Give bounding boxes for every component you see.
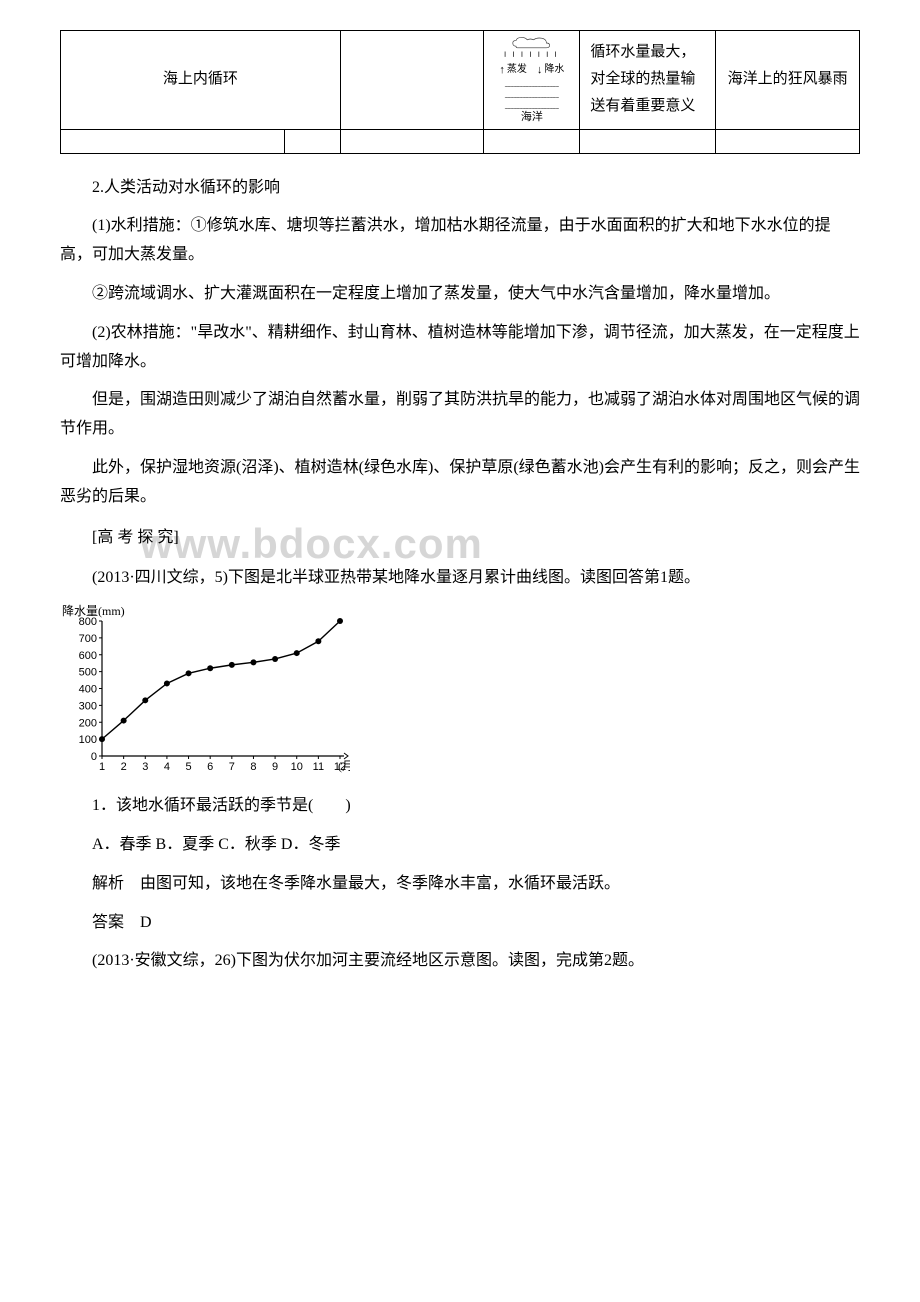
svg-text:1: 1 xyxy=(99,761,105,773)
exam-section-label: [高 考 探 究] xyxy=(60,524,860,553)
svg-text:11: 11 xyxy=(313,761,324,773)
svg-text:100: 100 xyxy=(79,734,97,746)
svg-text:200: 200 xyxy=(79,717,97,729)
svg-text:(月): (月) xyxy=(338,759,350,773)
ocean-waves-icon: ﹏﹏﹏﹏﹏﹏﹏﹏﹏﹏﹏﹏﹏﹏﹏﹏﹏﹏ xyxy=(505,78,559,110)
svg-text:8: 8 xyxy=(250,761,256,773)
example-text: 海洋上的狂风暴雨 xyxy=(728,71,848,87)
empty-cell xyxy=(61,129,285,153)
question-1-answer: 答案 D xyxy=(60,909,860,938)
svg-text:5: 5 xyxy=(185,761,191,773)
svg-text:10: 10 xyxy=(291,761,303,773)
svg-text:2: 2 xyxy=(121,761,127,773)
ocean-cycle-diagram: ╵╵╵╵╵╵╵ 蒸发 降水 ﹏﹏﹏﹏﹏﹏﹏﹏﹏﹏﹏﹏﹏﹏﹏﹏﹏﹏ 海洋 xyxy=(488,35,575,125)
precipitation-chart: 降水量(mm)010020030040050060070080012345678… xyxy=(60,603,860,778)
question-1-text: 1．该地水循环最活跃的季节是( ) xyxy=(60,792,860,821)
question-1-options: A．春季 B．夏季 C．秋季 D．冬季 xyxy=(60,831,860,860)
svg-text:800: 800 xyxy=(79,616,97,628)
question-1-analysis: 解析 由图可知，该地在冬季降水量最大，冬季降水丰富，水循环最活跃。 xyxy=(60,870,860,899)
table-row-empty xyxy=(61,129,860,153)
cloud-icon xyxy=(507,35,557,51)
svg-text:700: 700 xyxy=(79,633,97,645)
svg-text:600: 600 xyxy=(79,650,97,662)
svg-text:7: 7 xyxy=(229,761,235,773)
svg-text:400: 400 xyxy=(79,684,97,696)
precip-label: 降水 xyxy=(544,64,564,76)
empty-cell xyxy=(340,129,484,153)
question-2-intro: (2013·安徽文综，26)下图为伏尔加河主要流经地区示意图。读图，完成第2题。 xyxy=(60,947,860,976)
evap-label: 蒸发 xyxy=(507,64,527,76)
paragraph: 但是，围湖造田则减少了湖泊自然蓄水量，削弱了其防洪抗旱的能力，也减弱了湖泊水体对… xyxy=(60,386,860,444)
ocean-label: 海洋 xyxy=(521,111,543,124)
svg-text:9: 9 xyxy=(272,761,278,773)
section-2-title: 2.人类活动对水循环的影响 xyxy=(60,174,860,203)
water-cycle-table: 海上内循环 ╵╵╵╵╵╵╵ 蒸发 降水 ﹏﹏﹏﹏﹏﹏﹏﹏﹏﹏﹏﹏﹏﹏﹏﹏﹏﹏ 海… xyxy=(60,30,860,154)
empty-cell xyxy=(580,129,716,153)
example-cell: 海洋上的狂风暴雨 xyxy=(716,31,860,130)
significance-cell: 循环水量最大，对全球的热量输送有着重要意义 xyxy=(580,31,716,130)
blank-cell xyxy=(340,31,484,130)
rain-lines-icon: ╵╵╵╵╵╵╵ xyxy=(502,52,561,63)
paragraph: (1)水利措施：①修筑水库、塘坝等拦蓄洪水，增加枯水期径流量，由于水面面积的扩大… xyxy=(60,212,860,270)
arrow-up-icon xyxy=(499,64,505,77)
paragraph: ②跨流域调水、扩大灌溉面积在一定程度上增加了蒸发量，使大气中水汽含量增加，降水量… xyxy=(60,280,860,309)
exam-label-container: [高 考 探 究] www.bdocx.com xyxy=(60,524,860,553)
svg-text:0: 0 xyxy=(91,751,97,763)
svg-text:3: 3 xyxy=(142,761,148,773)
empty-cell xyxy=(716,129,860,153)
empty-cell xyxy=(284,129,340,153)
label-row: 蒸发 降水 xyxy=(499,64,564,77)
cycle-type-text: 海上内循环 xyxy=(163,71,238,87)
cycle-type-cell: 海上内循环 xyxy=(61,31,341,130)
arrow-down-icon xyxy=(537,64,543,77)
svg-text:4: 4 xyxy=(164,761,170,773)
table-row: 海上内循环 ╵╵╵╵╵╵╵ 蒸发 降水 ﹏﹏﹏﹏﹏﹏﹏﹏﹏﹏﹏﹏﹏﹏﹏﹏﹏﹏ 海… xyxy=(61,31,860,130)
svg-text:6: 6 xyxy=(207,761,213,773)
significance-text: 循环水量最大，对全球的热量输送有着重要意义 xyxy=(590,44,695,114)
paragraph: 此外，保护湿地资源(沼泽)、植树造林(绿色水库)、保护草原(绿色蓄水池)会产生有… xyxy=(60,454,860,512)
svg-text:300: 300 xyxy=(79,701,97,713)
paragraph: (2)农林措施："旱改水"、精耕细作、封山育林、植树造林等能增加下渗，调节径流，… xyxy=(60,319,860,377)
svg-text:500: 500 xyxy=(79,667,97,679)
empty-cell xyxy=(484,129,580,153)
diagram-cell: ╵╵╵╵╵╵╵ 蒸发 降水 ﹏﹏﹏﹏﹏﹏﹏﹏﹏﹏﹏﹏﹏﹏﹏﹏﹏﹏ 海洋 xyxy=(484,31,580,130)
line-chart-svg: 降水量(mm)010020030040050060070080012345678… xyxy=(60,603,350,778)
